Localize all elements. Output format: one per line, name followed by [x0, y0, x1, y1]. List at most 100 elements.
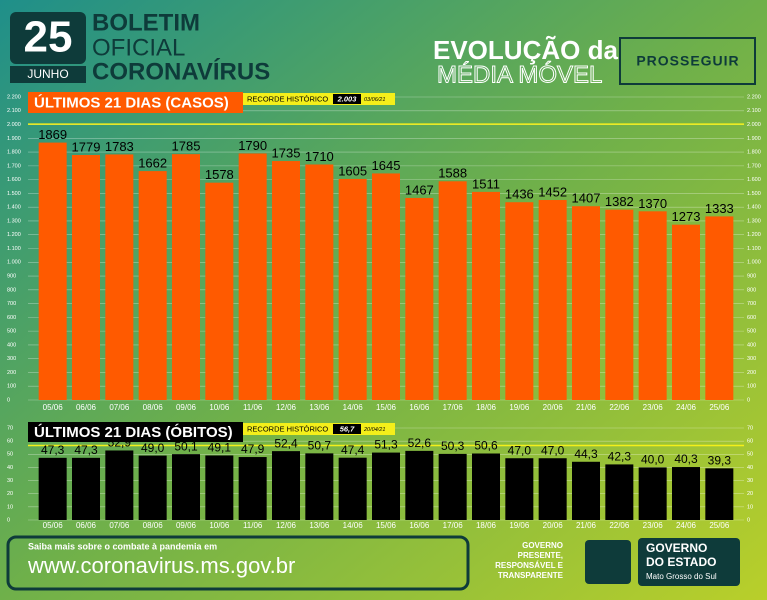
x-tick-label: 10/06: [209, 521, 230, 530]
y-tick-label: 10: [7, 504, 13, 510]
bar: [672, 224, 700, 400]
bar: [72, 457, 100, 520]
bar: [172, 454, 200, 520]
y-tick-label: 70: [7, 425, 13, 431]
data-label: 52,9: [108, 436, 132, 450]
x-tick-label: 13/06: [309, 403, 330, 412]
bar: [605, 209, 634, 400]
x-tick-label: 21/06: [576, 521, 597, 530]
bar: [72, 154, 100, 400]
y-tick-label-right: 1.600: [747, 177, 761, 183]
y-tick-label-right: 1.000: [747, 260, 761, 266]
y-tick-label-right: 10: [747, 504, 753, 510]
bar: [172, 154, 200, 400]
x-tick-label: 11/06: [243, 521, 263, 530]
data-label: 47,3: [74, 443, 98, 457]
y-tick-label: 40: [7, 465, 13, 471]
y-tick-label: 1.300: [7, 218, 21, 224]
y-tick-label-right: 200: [747, 370, 756, 376]
bar: [138, 171, 167, 400]
y-tick-label: 2.200: [7, 94, 21, 100]
y-tick-label-right: 900: [747, 273, 756, 279]
bar: [372, 452, 400, 520]
x-tick-label: 18/06: [476, 403, 497, 412]
data-label: 1333: [705, 201, 734, 216]
y-tick-label-right: 600: [747, 315, 756, 321]
data-label: 1407: [572, 191, 601, 206]
month-box: [10, 66, 86, 83]
y-tick-label-right: 60: [747, 439, 753, 445]
header-line: CORONAVÍRUS: [92, 57, 270, 85]
data-label: 1790: [238, 138, 267, 153]
data-label: 52,4: [274, 436, 298, 450]
bar: [572, 461, 600, 520]
bar: [138, 455, 167, 520]
x-tick-label: 08/06: [143, 403, 164, 412]
bar: [438, 181, 467, 400]
y-tick-label: 800: [7, 287, 16, 293]
record-date: 20/04/21: [363, 427, 385, 433]
x-tick-label: 09/06: [176, 403, 197, 412]
y-tick-label-right: 0: [747, 517, 750, 523]
data-label: 42,3: [608, 450, 632, 464]
data-label: 40,3: [674, 452, 698, 466]
x-tick-label: 22/06: [609, 521, 630, 530]
bar: [238, 153, 267, 400]
data-label: 1710: [305, 149, 334, 164]
motto-line: GOVERNO: [522, 541, 563, 550]
y-tick-label: 1.200: [7, 232, 21, 238]
bar: [538, 458, 567, 520]
y-tick-label: 400: [7, 342, 16, 348]
data-label: 1645: [372, 158, 401, 173]
data-label: 44,3: [574, 447, 598, 461]
y-tick-label: 300: [7, 356, 16, 362]
chart-title-box: [28, 422, 243, 442]
motto: GOVERNO PRESENTE, RESPONSÁVEL E TRANSPAR…: [495, 541, 564, 580]
y-tick-label: 600: [7, 315, 16, 321]
motto-line: RESPONSÁVEL E: [495, 561, 564, 570]
record-label: RECORDE HISTÓRICO: [247, 94, 328, 103]
data-label: 49,0: [141, 441, 165, 455]
y-tick-label: 200: [7, 370, 16, 376]
gov-box: [638, 538, 740, 586]
data-label: 50,3: [441, 439, 465, 453]
day: 25: [24, 13, 73, 62]
data-label: 1382: [605, 194, 634, 209]
y-tick-label: 1.900: [7, 136, 21, 142]
x-tick-label: 13/06: [309, 521, 330, 530]
bar: [305, 453, 334, 520]
x-tick-label: 17/06: [443, 521, 464, 530]
y-tick-label: 1.600: [7, 177, 21, 183]
header-line: OFICIAL: [92, 34, 185, 61]
y-tick-label-right: 1.700: [747, 163, 761, 169]
data-label: 1511: [472, 176, 500, 191]
data-label: 1605: [338, 163, 367, 178]
gov: GOVERNO: [646, 541, 707, 555]
x-tick-label: 20/06: [543, 403, 564, 412]
x-tick-label: 20/06: [543, 521, 564, 530]
bar: [338, 178, 367, 400]
bar: [38, 457, 67, 520]
bar: [638, 467, 667, 520]
y-tick-label: 1.700: [7, 163, 21, 169]
y-tick-label: 50: [7, 452, 13, 458]
bar: [405, 450, 434, 520]
record-value: 2.003: [337, 94, 358, 103]
y-tick-label-right: 500: [747, 329, 756, 335]
program: PROSSEGUIR: [636, 53, 739, 69]
gov: DO ESTADO: [646, 555, 716, 569]
y-tick-label: 1.100: [7, 246, 21, 252]
data-label: 51,3: [374, 438, 398, 452]
program-box: [619, 37, 756, 85]
y-tick-label: 1.500: [7, 191, 21, 197]
bar: [105, 154, 134, 400]
bar: [705, 216, 734, 400]
y-tick-label: 30: [7, 478, 13, 484]
bar: [538, 200, 567, 400]
headline: EVOLUÇÃO da: [433, 35, 618, 65]
y-tick-label: 700: [7, 301, 16, 307]
x-tick-label: 05/06: [43, 521, 64, 530]
bar: [705, 468, 734, 520]
record-label: RECORDE HISTÓRICO: [247, 424, 328, 433]
x-tick-label: 19/06: [509, 403, 530, 412]
